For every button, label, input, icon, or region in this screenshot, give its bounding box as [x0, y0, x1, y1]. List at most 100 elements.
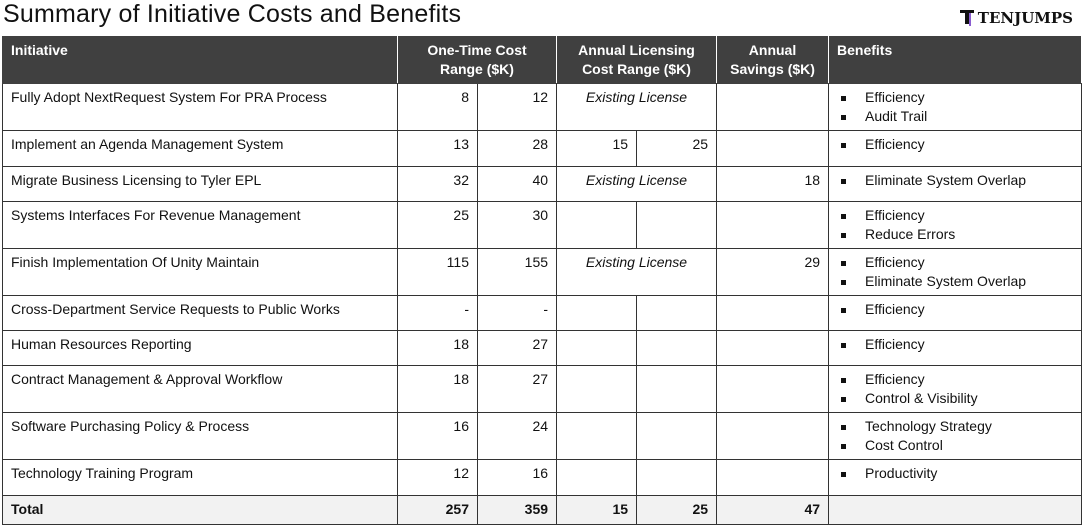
initiative-name: Cross-Department Service Requests to Pub…	[2, 295, 398, 331]
tenjumps-logo-icon	[959, 10, 974, 26]
licensing-low	[556, 459, 638, 496]
annual-savings	[716, 295, 830, 331]
benefits-cell: Eliminate System Overlap	[828, 166, 1083, 202]
benefits-cell: Efficiency Reduce Errors	[828, 201, 1083, 249]
annual-savings	[716, 201, 830, 249]
licensing-note: Existing License	[556, 83, 718, 131]
benefit-item: Eliminate System Overlap	[837, 272, 1073, 291]
licensing-low	[556, 412, 638, 460]
logo: TENJUMPS	[959, 9, 1073, 27]
annual-savings	[716, 412, 830, 460]
one-time-low: 32	[397, 166, 478, 202]
total-one-time-low: 257	[397, 495, 478, 525]
benefit-item: Efficiency	[837, 88, 1073, 107]
header-initiative: Initiative	[2, 36, 398, 84]
initiative-name: Finish Implementation Of Unity Maintain	[2, 248, 398, 296]
benefit-item: Productivity	[837, 464, 1073, 483]
one-time-low: 8	[397, 83, 478, 131]
total-savings: 47	[716, 495, 830, 525]
benefit-item: Efficiency	[837, 370, 1073, 389]
one-time-low: 25	[397, 201, 478, 249]
one-time-high: 12	[476, 83, 558, 131]
licensing-low	[556, 365, 638, 413]
benefit-item: Efficiency	[837, 300, 1073, 319]
initiative-name: Technology Training Program	[2, 459, 398, 496]
initiative-name: Human Resources Reporting	[2, 330, 398, 366]
total-licensing-high: 25	[636, 495, 718, 525]
licensing-high	[636, 365, 718, 413]
one-time-high: 40	[476, 166, 558, 202]
licensing-high: 25	[636, 130, 718, 167]
benefit-item: Technology Strategy	[837, 417, 1073, 436]
licensing-high	[636, 412, 718, 460]
one-time-high: 30	[476, 201, 558, 249]
total-one-time-high: 359	[476, 495, 558, 525]
table-row: Cross-Department Service Requests to Pub…	[2, 295, 1083, 331]
one-time-high: 155	[476, 248, 558, 296]
annual-savings	[716, 83, 830, 131]
benefit-item: Efficiency	[837, 206, 1073, 225]
benefit-item: Efficiency	[837, 253, 1073, 272]
one-time-high: 16	[476, 459, 558, 496]
table-row: Systems Interfaces For Revenue Managemen…	[2, 201, 1083, 249]
table-row: Software Purchasing Policy & Process 16 …	[2, 412, 1083, 460]
benefit-item: Efficiency	[837, 135, 1073, 154]
licensing-high	[636, 295, 718, 331]
one-time-low: 115	[397, 248, 478, 296]
initiative-name: Contract Management & Approval Workflow	[2, 365, 398, 413]
total-licensing-low: 15	[556, 495, 638, 525]
total-row: Total 257 359 15 25 47	[2, 495, 1083, 525]
benefit-item: Eliminate System Overlap	[837, 171, 1073, 190]
licensing-low	[556, 201, 638, 249]
one-time-high: 27	[476, 330, 558, 366]
table-row: Contract Management & Approval Workflow …	[2, 365, 1083, 413]
licensing-low	[556, 295, 638, 331]
header-savings: Annual Savings ($K)	[716, 36, 830, 84]
benefit-item: Audit Trail	[837, 107, 1073, 126]
licensing-high	[636, 459, 718, 496]
licensing-note: Existing License	[556, 248, 718, 296]
total-label: Total	[2, 495, 398, 525]
licensing-low: 15	[556, 130, 638, 167]
annual-savings	[716, 130, 830, 167]
one-time-low: 18	[397, 365, 478, 413]
one-time-low: -	[397, 295, 478, 331]
licensing-note: Existing License	[556, 166, 718, 202]
one-time-low: 18	[397, 330, 478, 366]
benefits-cell: Efficiency Audit Trail	[828, 83, 1083, 131]
header-licensing: Annual Licensing Cost Range ($K)	[556, 36, 718, 84]
table-row: Fully Adopt NextRequest System For PRA P…	[2, 83, 1083, 131]
one-time-high: 24	[476, 412, 558, 460]
benefit-item: Cost Control	[837, 436, 1073, 455]
table-row: Human Resources Reporting 18 27 Efficienc…	[2, 330, 1083, 366]
annual-savings	[716, 365, 830, 413]
header-benefits: Benefits	[828, 36, 1083, 84]
benefits-cell: Efficiency Control & Visibility	[828, 365, 1083, 413]
costs-table: Initiative One-Time Cost Range ($K) Annu…	[2, 36, 1083, 525]
table-row: Finish Implementation Of Unity Maintain …	[2, 248, 1083, 296]
licensing-high	[636, 201, 718, 249]
initiative-name: Software Purchasing Policy & Process	[2, 412, 398, 460]
logo-text: TENJUMPS	[977, 9, 1073, 27]
benefit-item: Efficiency	[837, 335, 1073, 354]
initiative-name: Implement an Agenda Management System	[2, 130, 398, 167]
annual-savings: 18	[716, 166, 830, 202]
initiative-name: Systems Interfaces For Revenue Managemen…	[2, 201, 398, 249]
one-time-low: 12	[397, 459, 478, 496]
licensing-low	[556, 330, 638, 366]
header-one-time: One-Time Cost Range ($K)	[396, 36, 558, 84]
one-time-high: 28	[476, 130, 558, 167]
annual-savings	[716, 459, 830, 496]
licensing-high	[636, 330, 718, 366]
one-time-low: 16	[397, 412, 478, 460]
one-time-low: 13	[397, 130, 478, 167]
table-row: Migrate Business Licensing to Tyler EPL …	[2, 166, 1083, 202]
benefits-cell: Efficiency Eliminate System Overlap	[828, 248, 1083, 296]
annual-savings: 29	[716, 248, 830, 296]
benefits-cell: Efficiency	[828, 295, 1083, 331]
table-row: Technology Training Program 12 16 Product…	[2, 459, 1083, 496]
page-title: Summary of Initiative Costs and Benefits	[3, 0, 462, 28]
initiative-name: Migrate Business Licensing to Tyler EPL	[2, 166, 398, 202]
initiative-name: Fully Adopt NextRequest System For PRA P…	[2, 83, 398, 131]
benefits-cell: Efficiency	[828, 330, 1083, 366]
